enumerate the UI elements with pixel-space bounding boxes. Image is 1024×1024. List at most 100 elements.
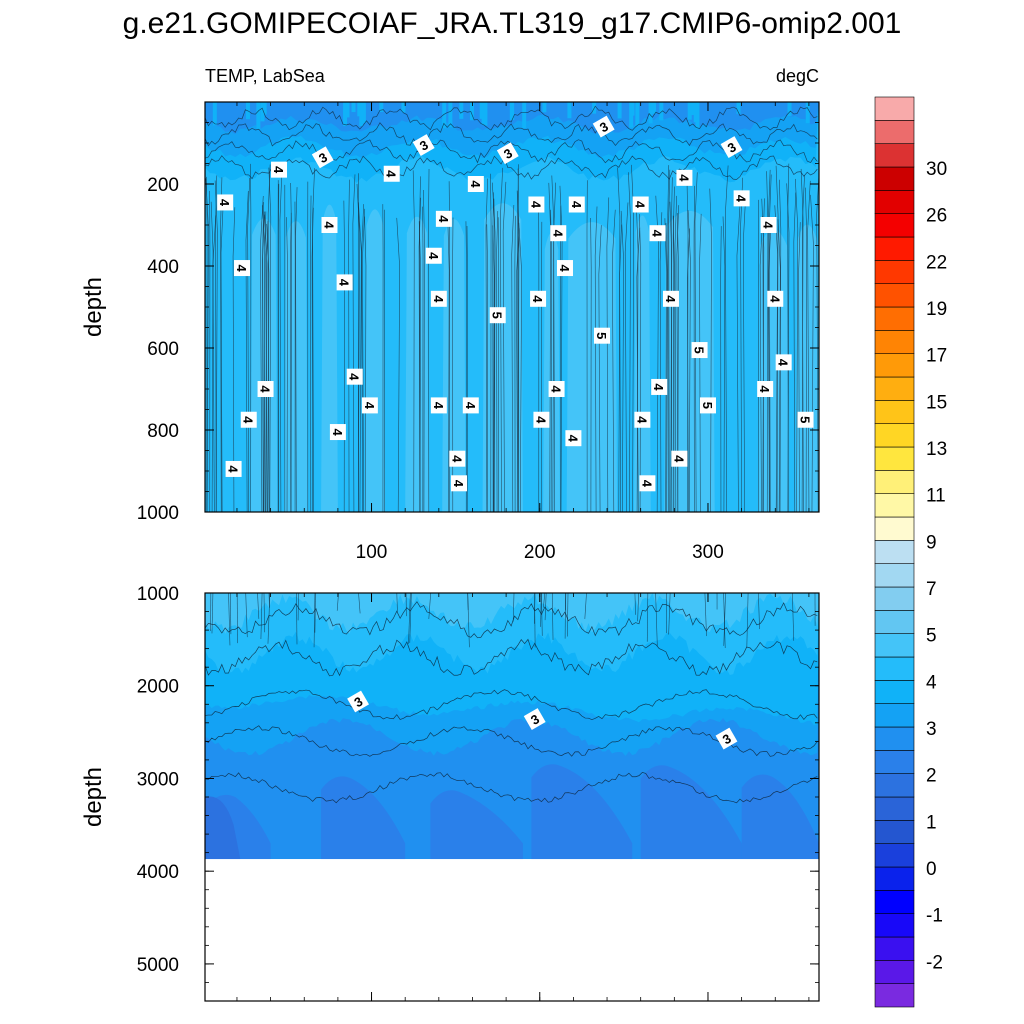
colorbar-tick-label: 3 [926,719,937,740]
contour-line [290,212,292,512]
contour-label-box [715,727,738,750]
contour-label-box [530,290,547,307]
contour-label-text: 4 [226,465,241,473]
contour-line [792,593,795,641]
y-tick-label: 400 [147,257,179,278]
contour-label-text: 4 [463,402,478,410]
contour-label-4: 4 [383,165,400,182]
contour-line [512,593,515,622]
contour-line [541,593,543,636]
surface-speckle [262,102,267,115]
colorbar-box [874,446,915,471]
contour-label-text: 4 [431,295,446,303]
contour-label-box [649,225,666,242]
contour-label-4: 4 [449,450,466,467]
colorbar-box [874,376,915,401]
warm-column-8 [566,222,618,512]
contour-label-box [699,397,716,414]
colorbar-box [874,236,915,261]
surface-speckle [345,102,350,118]
colorbar-tick-label: 5 [926,626,937,647]
colorbar-box [874,913,915,938]
contour-label-4: 4 [651,378,668,395]
contour-line [228,593,231,646]
contour-line [262,211,265,512]
colorbar-tick-label: 11 [926,486,946,507]
colorbar-box [874,866,915,891]
colorbar-box [874,470,915,494]
contour-label-4: 4 [639,475,656,492]
contour-line [447,220,450,512]
contour-line [205,178,209,512]
contour-label-text: 4 [776,359,791,367]
colorbar-tick-label: 0 [926,859,937,880]
contour-label-3: 3 [311,146,334,169]
contour-label-4: 4 [451,475,468,492]
upper-y-axis-label: depth [80,277,107,337]
y-tick-label: 200 [147,175,179,196]
contour-line [631,164,635,512]
contour-line [230,593,232,635]
contour-label-box [451,475,468,492]
colorbar: -2 -1 0 1 2 3 4 5 7 9 11 13 15 17 19 22 26 30 [874,96,947,1008]
contour-label-box [639,475,656,492]
contour-line [220,203,224,512]
contour-label-3: 3 [412,134,435,156]
colorbar-box [874,750,915,774]
contour-line [671,177,673,512]
lower-y-axis-label: depth [80,767,107,827]
contour-line [686,181,689,512]
contour-line [215,175,218,512]
contour-line [722,216,726,512]
colorbar-box [874,353,915,378]
contour-label-5: 5 [691,342,708,359]
contour-label-box [760,217,777,233]
contour-line [620,210,624,512]
colorbar-box [874,656,915,681]
contour-line [646,593,649,642]
contour-label-box [329,424,346,441]
contour-label-4: 4 [767,290,784,307]
contour-line [500,167,503,512]
colorbar-box [874,633,915,658]
contour-label-box [321,217,338,233]
contour-label-text: 4 [633,201,648,209]
surface-speckle [256,102,261,130]
contour-line [598,225,602,512]
surface-speckle [212,102,217,126]
contour-line [544,593,547,621]
contour-label-box [217,194,234,211]
contour-label-text: 4 [337,279,352,287]
colorbar-box [874,330,915,354]
colorbar-tick-label: 4 [926,672,937,693]
contour-label-4: 4 [775,354,792,371]
colorbar-box [874,773,915,798]
contour-label-box [489,307,506,324]
contour-line [511,204,515,512]
colorbar-box [874,586,915,611]
contour-label-text: 4 [557,264,572,272]
surface-speckle [442,102,447,129]
contour-label-text: 4 [528,201,543,209]
contour-line [492,182,496,512]
main-title: g.e21.GOMIPECOIAF_JRA.TL319_g17.CMIP6-om… [123,7,902,40]
contour-label-box [720,136,743,159]
contour-line [262,205,266,512]
contour-label-3: 3 [347,690,370,713]
contour-label-text: 4 [330,428,345,436]
colorbar-tick-label: 9 [926,532,937,553]
contour-line [584,593,587,619]
contour-line [778,179,782,512]
y-tick-label: 2000 [137,677,179,698]
contour-line [418,221,421,512]
contour-label-box [435,210,452,227]
band-4.5-to-5 [205,593,819,634]
contour-line [693,185,696,512]
contour-label-box [533,411,550,428]
contour-label-box [234,260,251,277]
contour-line [761,198,765,512]
surface-speckle [260,102,265,122]
surface-speckle [522,102,527,129]
colorbar-tick-label: -1 [926,906,943,927]
surface-speckle [351,102,356,113]
